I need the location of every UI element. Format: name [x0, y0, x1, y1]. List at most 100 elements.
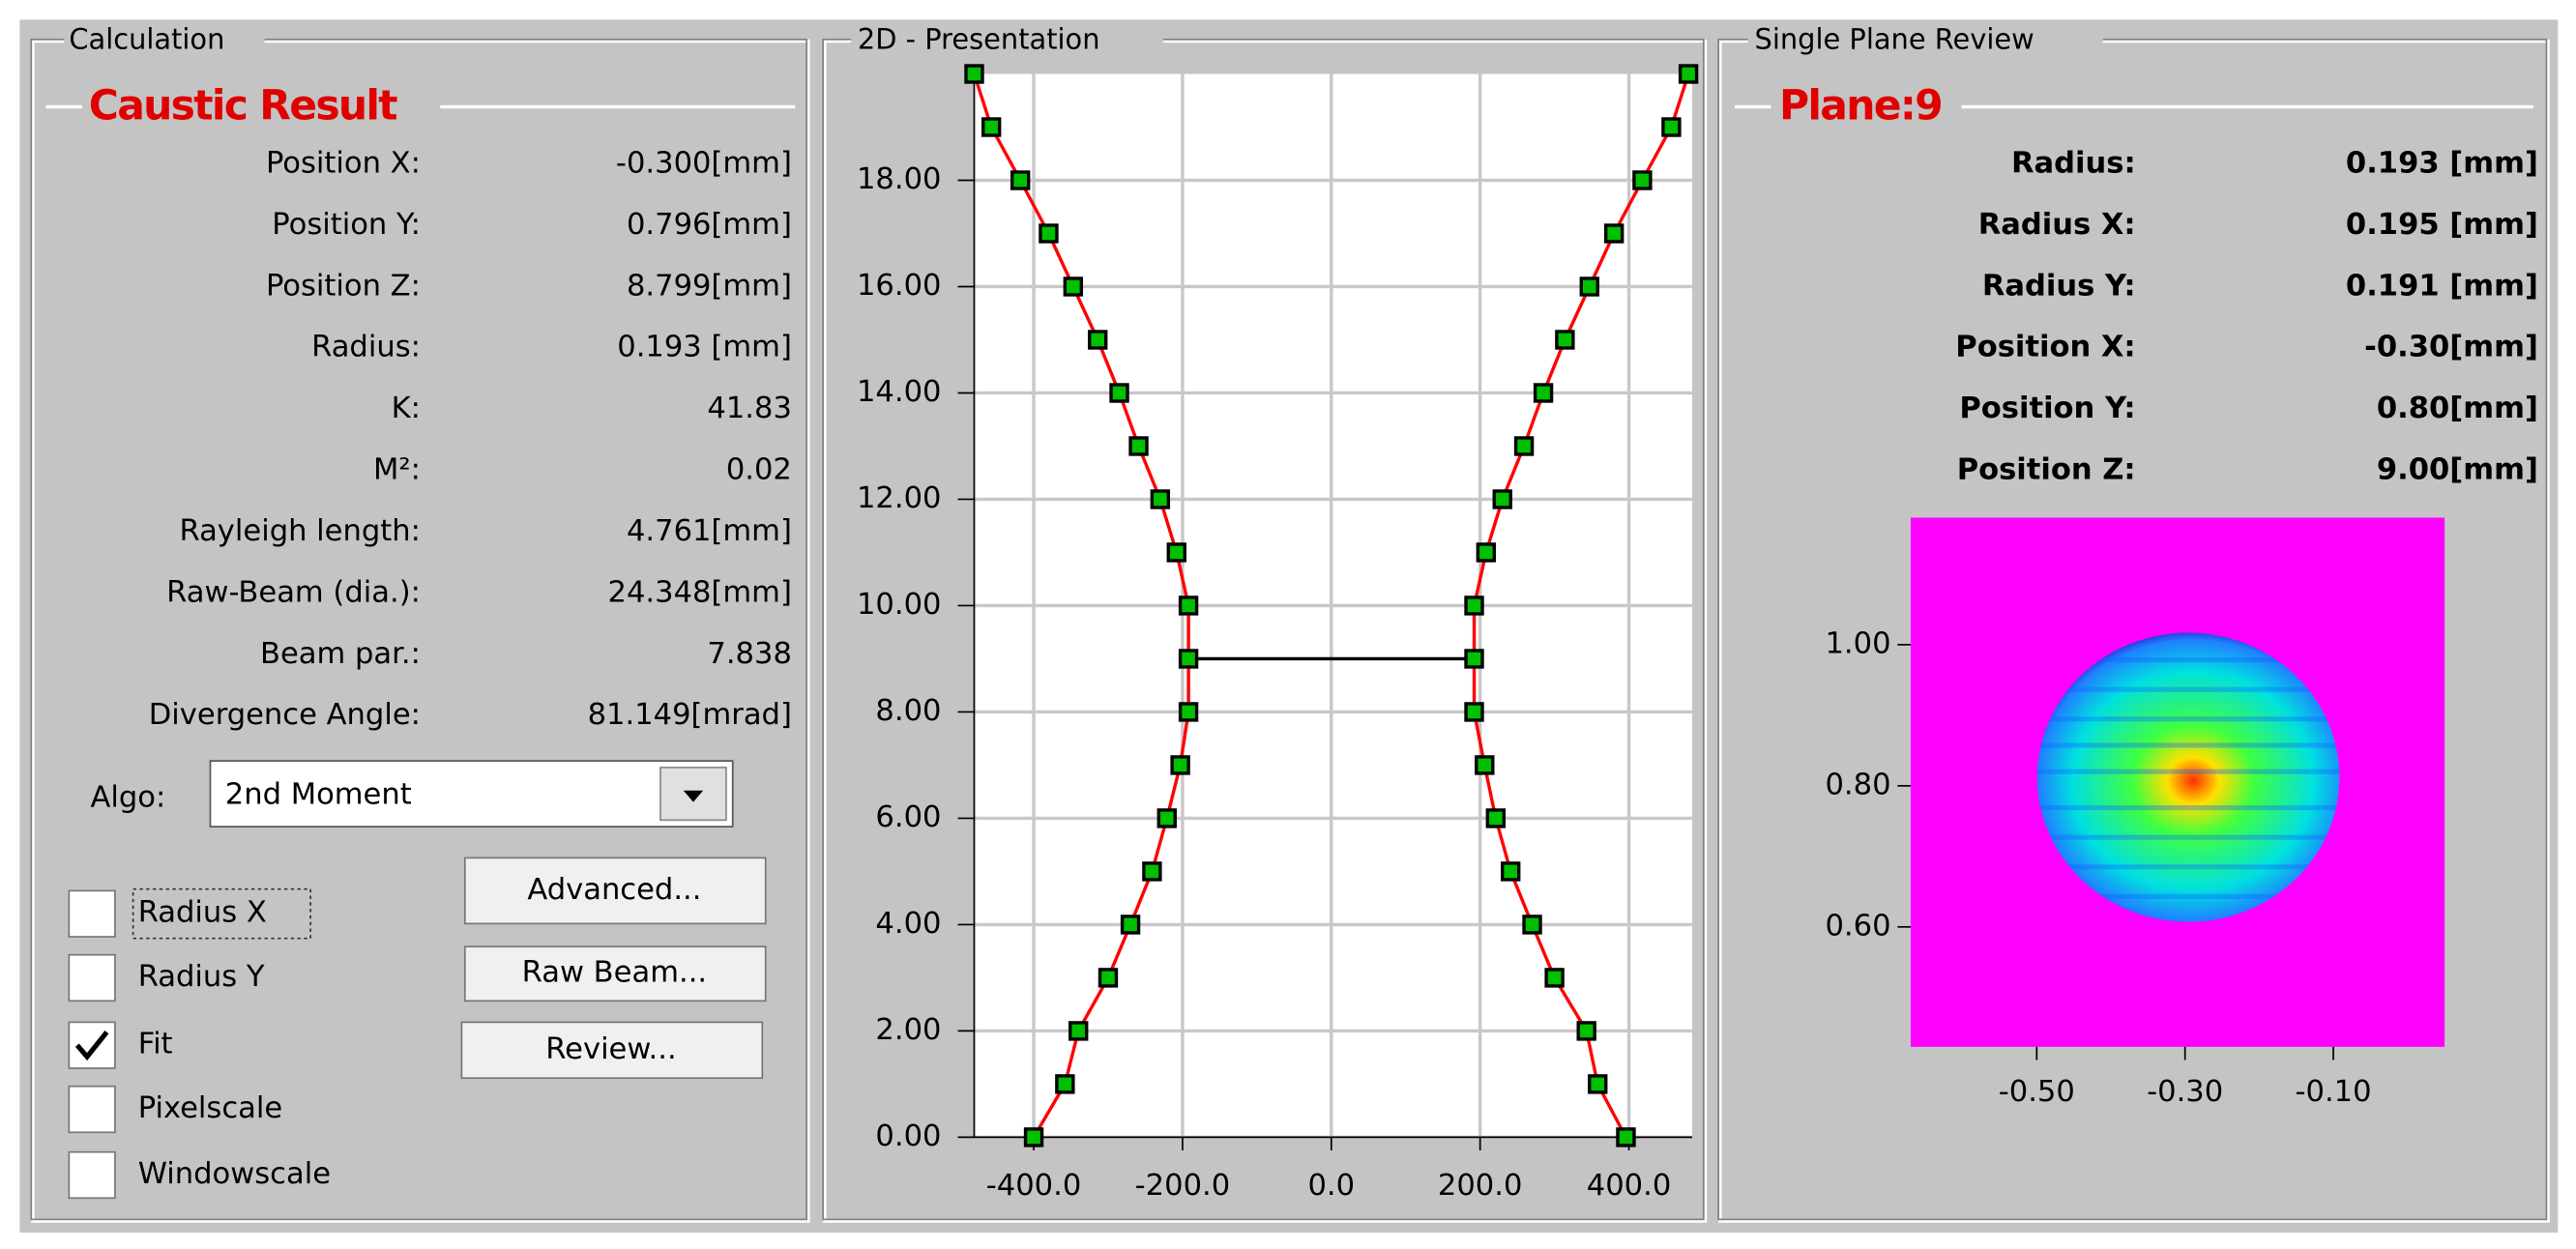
group-box [1718, 39, 2550, 1223]
data-point [1632, 170, 1653, 190]
field-label: K: [392, 392, 421, 425]
checkbox-box[interactable] [68, 1085, 116, 1134]
y-tick-label: 1.00 [1825, 626, 1890, 660]
button-label[interactable]: Review... [545, 1032, 676, 1066]
data-point [1661, 117, 1682, 137]
button-label[interactable]: Advanced... [527, 873, 701, 907]
data-point [1063, 276, 1084, 297]
group-box [823, 39, 1708, 1223]
checkbox-check[interactable] [74, 1031, 109, 1061]
field-label: Beam par.: [260, 637, 421, 671]
field-label: Raw-Beam (dia.): [166, 575, 421, 609]
group-box [822, 38, 1705, 1221]
dropdown-value[interactable]: 2nd Moment [225, 777, 412, 811]
field-value: 0.796[mm] [627, 208, 792, 242]
algo-dropdown[interactable]: 2nd Moment [209, 760, 734, 828]
data-point [1178, 595, 1199, 616]
checkbox-box[interactable] [68, 889, 116, 938]
field-label: Position X: [1955, 331, 2135, 364]
caption-bg [81, 88, 441, 129]
field-value: 0.191 [mm] [2346, 269, 2538, 303]
button: Raw Beam... [463, 945, 767, 1002]
y-tick-label: 10.00 [857, 588, 942, 622]
y-tick-label: 4.00 [875, 907, 941, 941]
field-value: 0.80[mm] [2377, 392, 2538, 425]
beam-axes: 0.60 0.80 1.00 -0.50 -0.30 -0.10 [1825, 626, 2371, 1109]
y-tick-label: 0.80 [1825, 768, 1890, 801]
x-tick-label: -200.0 [1135, 1169, 1231, 1203]
x-tick-label: -0.30 [2147, 1075, 2223, 1109]
group-box [1717, 38, 2548, 1221]
x-tick-label: -0.50 [1999, 1075, 2075, 1109]
checkbox-label[interactable]: Fit [138, 1028, 173, 1061]
data-point [1579, 276, 1599, 297]
checkbox[interactable]: Pixelscale [68, 1085, 282, 1134]
panel-title: Single Plane Review [1755, 22, 2034, 55]
caustic-chart: 0.00 2.00 4.00 6.00 8.00 10.00 12.00 14.00 16.00… [857, 64, 1699, 1203]
field-label: Radius Y: [1982, 269, 2136, 303]
checkbox-box[interactable] [68, 953, 116, 1002]
button-face[interactable] [463, 857, 767, 925]
data-point [1492, 489, 1512, 509]
data-point [1464, 649, 1484, 669]
beam-image [2036, 632, 2340, 922]
field-value: 0.193 [mm] [2346, 146, 2538, 180]
field-value: 41.83 [707, 392, 792, 425]
caption-bg [1771, 88, 1962, 129]
data-point [1485, 808, 1507, 828]
button-face[interactable] [460, 1021, 764, 1080]
y-tick-label: 2.00 [875, 1013, 941, 1047]
data-point [1039, 223, 1059, 244]
data-point [1522, 915, 1542, 935]
field-label: Radius X: [1978, 208, 2136, 242]
field-label: Position Y: [272, 208, 421, 242]
checkbox[interactable]: Fit [68, 1021, 173, 1069]
dropdown-arrow[interactable] [683, 790, 704, 802]
data-point [1128, 436, 1149, 456]
separator [1735, 104, 2533, 109]
checkbox-box[interactable] [68, 1021, 116, 1069]
checkbox-label[interactable]: Pixelscale [138, 1091, 282, 1125]
checkbox-box[interactable] [68, 1150, 116, 1200]
y-tick-label: 6.00 [875, 800, 941, 834]
data-point [1464, 702, 1484, 722]
data-point [1170, 755, 1190, 775]
field-label: Position Z: [1957, 453, 2136, 487]
data-point [1068, 1021, 1089, 1041]
algo-label: Algo: [90, 781, 165, 815]
group-box [31, 39, 810, 1223]
checkbox-label[interactable]: Radius Y [138, 960, 265, 994]
calculation-panel: Position X: -0.300[mm] Position Y: 0.796[mm… [68, 146, 792, 1200]
data-point [1023, 1127, 1044, 1147]
checkbox-label[interactable]: Windowscale [138, 1157, 331, 1191]
y-tick-label: 12.00 [857, 481, 942, 515]
data-point [981, 117, 1002, 137]
y-tick-label: 0.60 [1825, 909, 1890, 943]
beam-profile [2036, 632, 2340, 922]
data-point [1010, 170, 1031, 190]
field-value: 81.149[mrad] [588, 698, 792, 732]
data-point [964, 64, 984, 84]
dropdown-box[interactable] [209, 760, 734, 828]
y-tick-label: 16.00 [857, 269, 942, 303]
group-box [30, 38, 808, 1221]
x-tick-label: 0.0 [1307, 1169, 1355, 1203]
field-value: 7.838 [707, 637, 792, 671]
field-value: 8.799[mm] [627, 269, 792, 303]
caption-bg [1747, 26, 2103, 53]
x-tick-label: -0.10 [2295, 1075, 2371, 1109]
data-point [1475, 755, 1495, 775]
checkbox[interactable]: Windowscale [68, 1150, 331, 1200]
checkbox[interactable]: Radius Y [68, 953, 265, 1002]
checkbox-label[interactable]: Radius X [138, 896, 267, 930]
button[interactable]: Review... [460, 1021, 764, 1080]
x-tick-label: -400.0 [986, 1169, 1082, 1203]
checkbox[interactable]: Radius X [68, 889, 267, 938]
field-label: Radius: [311, 331, 421, 364]
field-value: -0.30[mm] [2364, 331, 2538, 364]
data-point [1156, 808, 1177, 828]
button[interactable]: Advanced... [463, 857, 767, 925]
data-point [1178, 649, 1199, 669]
x-tick-label: 200.0 [1438, 1169, 1523, 1203]
